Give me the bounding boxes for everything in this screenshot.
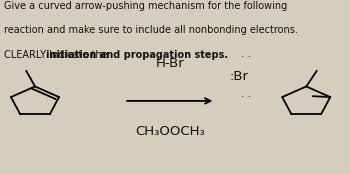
Text: :Br: :Br	[229, 70, 248, 83]
Text: CH₃OOCH₃: CH₃OOCH₃	[135, 125, 205, 138]
Text: reaction and make sure to include all nonbonding electrons.: reaction and make sure to include all no…	[4, 25, 298, 35]
Text: · ·: · ·	[241, 92, 251, 102]
Text: initiation and propagation steps.: initiation and propagation steps.	[47, 50, 229, 60]
Text: CLEARLY Indicate the: CLEARLY Indicate the	[4, 50, 110, 60]
Text: Give a curved arrow-pushing mechanism for the following: Give a curved arrow-pushing mechanism fo…	[4, 1, 287, 11]
Text: · ·: · ·	[241, 52, 251, 62]
Text: H-Br: H-Br	[155, 57, 184, 70]
